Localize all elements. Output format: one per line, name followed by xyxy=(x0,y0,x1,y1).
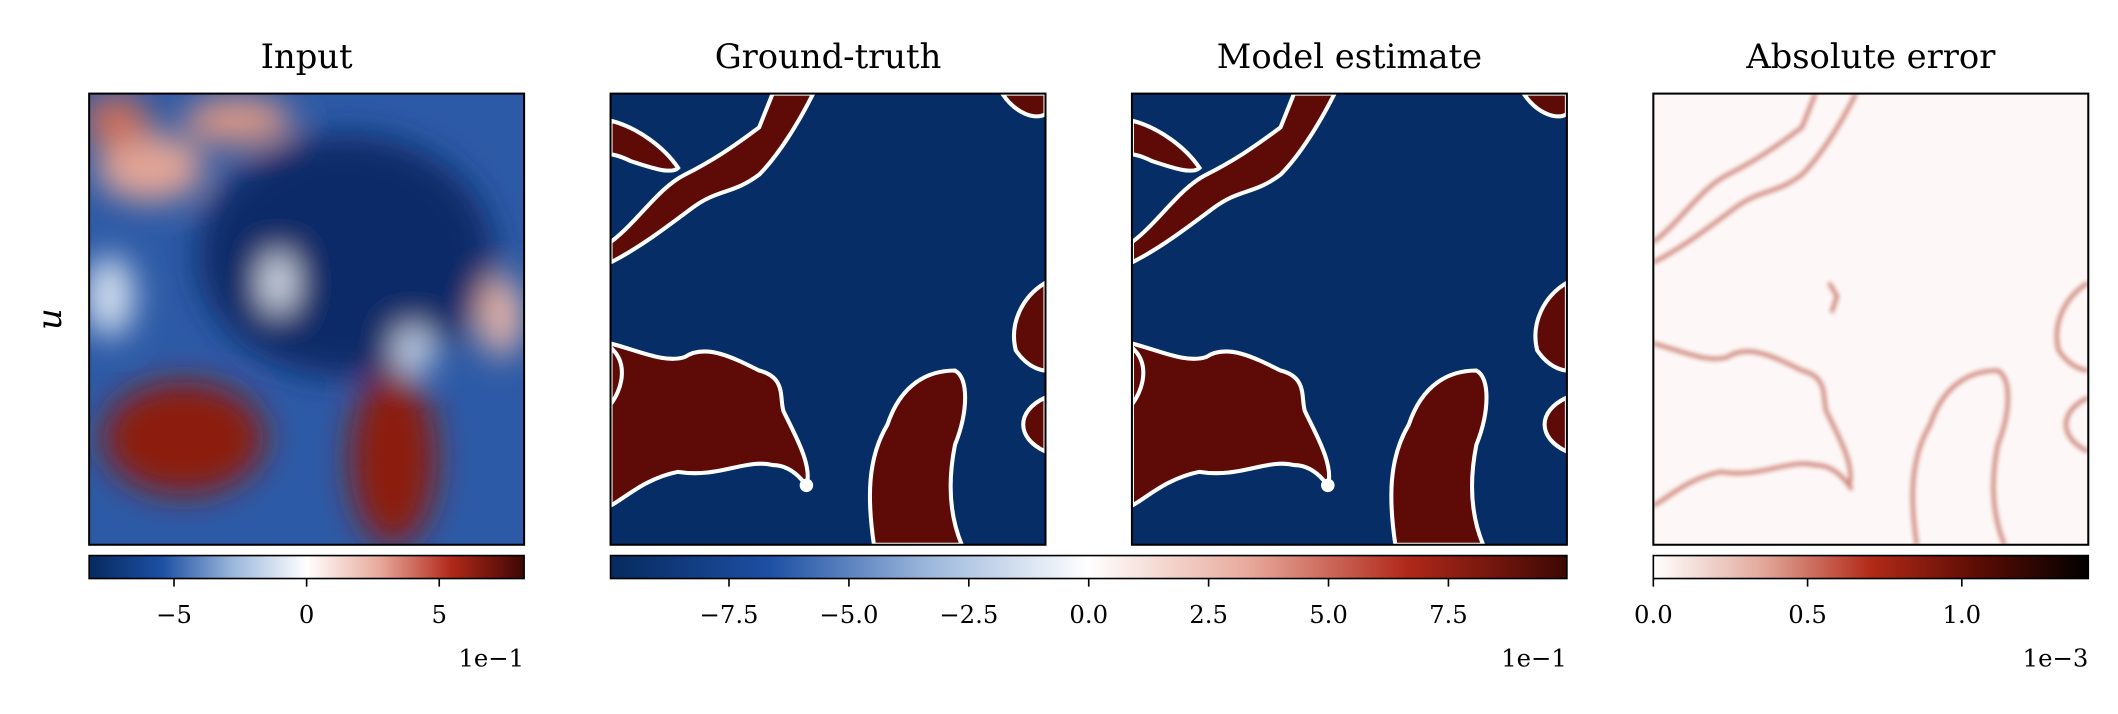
colorbar-tick-label: 1.0 xyxy=(1942,600,1981,629)
panel-frame xyxy=(1652,92,2090,546)
heatmap-field xyxy=(1132,94,1567,545)
colorbar-tick-label: 2.5 xyxy=(1189,600,1228,629)
panel-frame xyxy=(1130,92,1568,546)
panel-frame xyxy=(609,92,1047,546)
panel-title: Input xyxy=(261,37,353,76)
colorbar xyxy=(1652,554,2090,580)
panel-title: Model estimate xyxy=(1217,37,1482,76)
colorbar-tick-label: −7.5 xyxy=(700,600,759,629)
colorbar-offset-label: 1e−1 xyxy=(458,643,524,672)
colorbar-tick-label: −2.5 xyxy=(939,600,998,629)
colorbar-offset-label: 1e−3 xyxy=(2023,643,2089,672)
heatmap-field xyxy=(611,94,1046,545)
colorbar-tick-label: 0.0 xyxy=(1634,600,1673,629)
colorbar xyxy=(88,554,525,580)
panel-title: Absolute error xyxy=(1745,37,1996,76)
colorbar-tick-label: 5 xyxy=(431,600,446,629)
colorbar-tick-label: 0 xyxy=(299,600,314,629)
colorbar-tick-label: 0.5 xyxy=(1788,600,1827,629)
colorbar-tick-label: 0.0 xyxy=(1069,600,1108,629)
heatmap-field xyxy=(1653,93,2089,545)
colorbar-offset-label: 1e−1 xyxy=(1501,643,1567,672)
panel-frame xyxy=(88,92,526,546)
y-axis-label: u xyxy=(30,308,69,330)
heatmap-field xyxy=(89,93,525,545)
colorbar-tick-label: −5.0 xyxy=(819,600,878,629)
colorbar xyxy=(609,554,1568,580)
colorbar-tick-label: −5 xyxy=(156,600,192,629)
colorbar-tick-label: 7.5 xyxy=(1429,600,1468,629)
panel-title: Ground-truth xyxy=(715,37,942,76)
colorbar-tick-label: 5.0 xyxy=(1309,600,1348,629)
